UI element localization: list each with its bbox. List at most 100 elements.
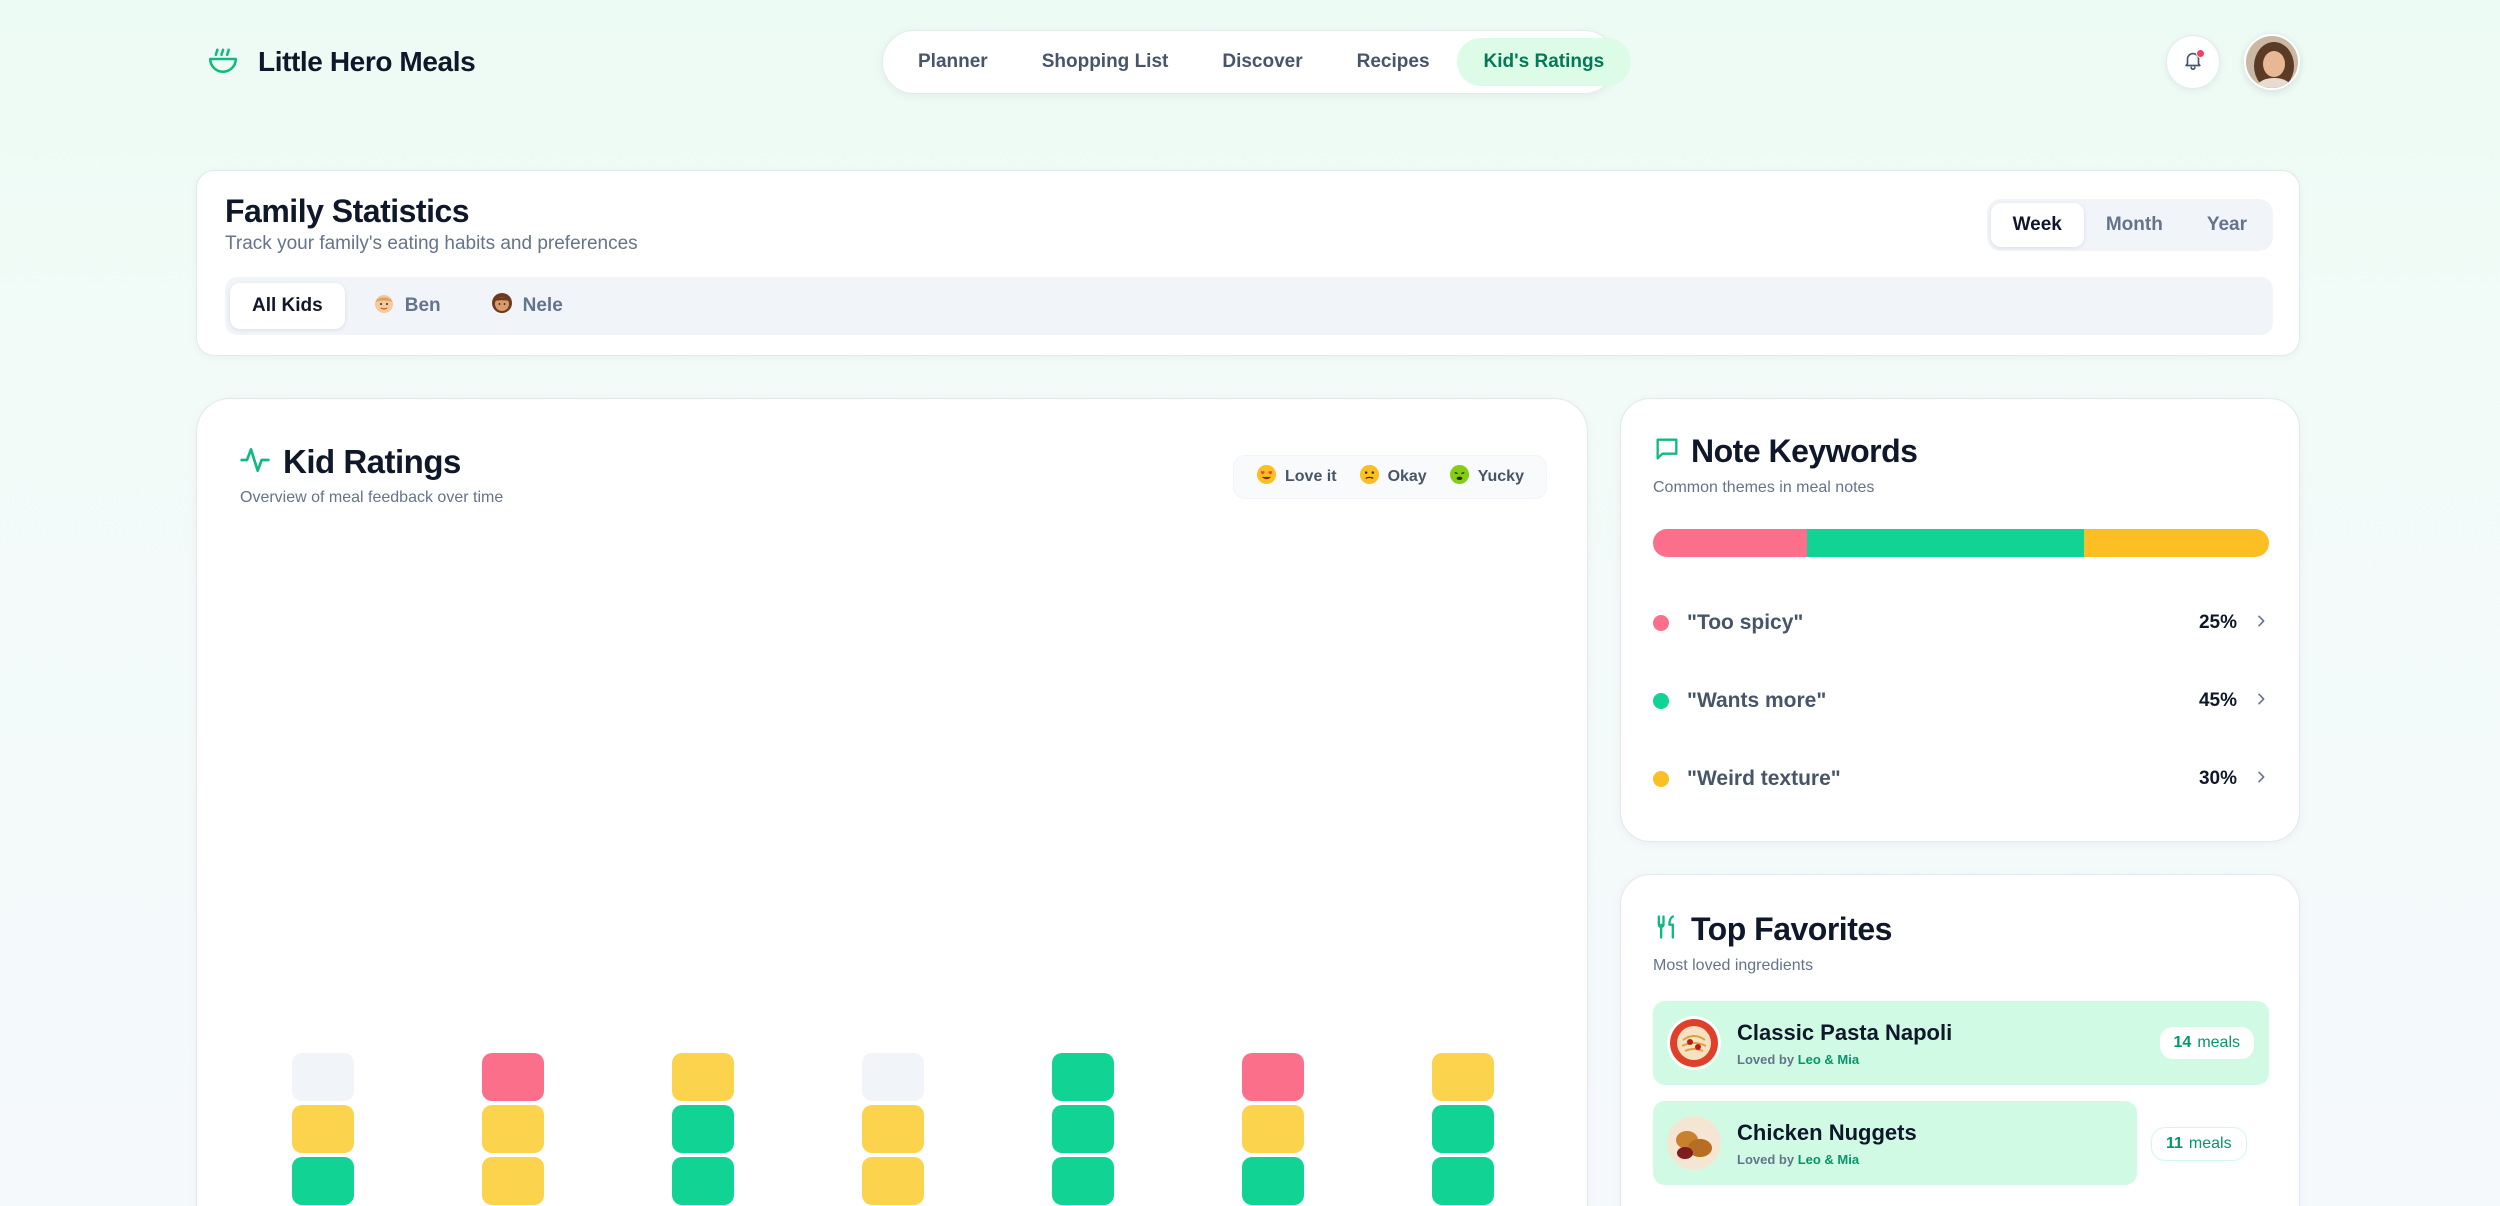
message-square-icon bbox=[1653, 435, 1681, 468]
kid-ratings-subtitle: Overview of meal feedback over time bbox=[240, 489, 504, 506]
legend-yucky: Yucky bbox=[1449, 464, 1524, 490]
keyword-row-weird-texture[interactable]: "Weird texture" 30% bbox=[1653, 759, 2269, 799]
bar-segment-empty[interactable] bbox=[292, 1053, 354, 1101]
favorite-item[interactable]: Chicken Nuggets Loved by Leo & Mia bbox=[1653, 1101, 2137, 1185]
brand[interactable]: Little Hero Meals bbox=[206, 42, 476, 81]
favorite-count-badge: 11 meals bbox=[2151, 1127, 2247, 1161]
keyword-percent: 45% bbox=[2198, 690, 2237, 711]
period-switch: Week Month Year bbox=[1986, 199, 2273, 251]
kid-filter-ben[interactable]: Ben bbox=[351, 283, 463, 329]
kid-filter-all[interactable]: All Kids bbox=[230, 283, 345, 329]
chevron-right-icon bbox=[2253, 691, 2269, 712]
bar-segment-love-it[interactable] bbox=[672, 1105, 734, 1153]
keyword-color-dot bbox=[1653, 693, 1669, 709]
favorite-loved-by: Loved by Leo & Mia bbox=[1737, 1151, 1860, 1167]
neutral-face-icon bbox=[1359, 464, 1380, 490]
bar-segment-empty[interactable] bbox=[862, 1053, 924, 1101]
bar-segment-okay[interactable] bbox=[672, 1053, 734, 1101]
nauseated-face-icon bbox=[1449, 464, 1470, 490]
nav-shopping-list[interactable]: Shopping List bbox=[1041, 51, 1169, 72]
kid-filter: All Kids Ben Nel bbox=[225, 277, 2273, 335]
nav-kids-ratings[interactable]: Kid's Ratings bbox=[1456, 38, 1632, 86]
keyword-label: "Wants more" bbox=[1687, 689, 1827, 712]
page-subtitle: Track your family's eating habits and pr… bbox=[225, 233, 638, 254]
kid-ratings-card: Kid Ratings Overview of meal feedback ov… bbox=[196, 398, 1588, 1206]
girl-face-icon bbox=[491, 292, 513, 320]
unread-dot bbox=[2196, 49, 2205, 58]
bar-segment-love-it[interactable] bbox=[1052, 1157, 1114, 1205]
bar-segment-okay[interactable] bbox=[482, 1105, 544, 1153]
keyword-row-too-spicy[interactable]: "Too spicy" 25% bbox=[1653, 603, 2269, 643]
legend-label: Love it bbox=[1285, 468, 1337, 485]
boy-face-icon bbox=[373, 292, 395, 320]
bar-segment-okay[interactable] bbox=[862, 1105, 924, 1153]
bar-segment-okay[interactable] bbox=[862, 1157, 924, 1205]
keyword-color-dot bbox=[1653, 771, 1669, 787]
nav-discover[interactable]: Discover bbox=[1222, 51, 1303, 72]
keyword-label: "Too spicy" bbox=[1687, 611, 1804, 634]
top-favorites-card: Top Favorites Most loved ingredients Cla… bbox=[1620, 874, 2300, 1206]
bar-segment-okay[interactable] bbox=[1432, 1053, 1494, 1101]
legend-label: Yucky bbox=[1477, 468, 1524, 485]
chevron-right-icon bbox=[2253, 613, 2269, 634]
bar-segment-love-it[interactable] bbox=[292, 1157, 354, 1205]
keyword-label: "Weird texture" bbox=[1687, 767, 1841, 790]
bar-segment-love-it[interactable] bbox=[1052, 1053, 1114, 1101]
kid-filter-label: Ben bbox=[404, 295, 441, 316]
legend-label: Okay bbox=[1387, 468, 1427, 485]
nav-recipes[interactable]: Recipes bbox=[1356, 51, 1430, 72]
nuggets-thumbnail bbox=[1667, 1116, 1721, 1170]
kid-filter-nele[interactable]: Nele bbox=[469, 283, 585, 329]
user-avatar[interactable] bbox=[2244, 34, 2300, 90]
note-keywords-subtitle: Common themes in meal notes bbox=[1653, 479, 1875, 496]
bar-segment-yucky[interactable] bbox=[1242, 1053, 1304, 1101]
bar-segment-okay[interactable] bbox=[292, 1105, 354, 1153]
heart-eyes-face-icon bbox=[1256, 464, 1277, 490]
bar-segment-okay[interactable] bbox=[1242, 1105, 1304, 1153]
keyword-percent: 30% bbox=[2198, 768, 2237, 789]
notifications-button[interactable] bbox=[2166, 35, 2220, 89]
chevron-right-icon bbox=[2253, 769, 2269, 790]
nav-planner[interactable]: Planner bbox=[918, 51, 988, 72]
bar-segment-okay[interactable] bbox=[482, 1157, 544, 1205]
keyword-percent: 25% bbox=[2198, 612, 2237, 633]
period-week[interactable]: Week bbox=[1990, 203, 2084, 247]
kid-ratings-header: Kid Ratings bbox=[239, 443, 461, 481]
bar-segment-love-it[interactable] bbox=[1052, 1105, 1114, 1153]
utensils-icon bbox=[1653, 913, 1681, 946]
bar-segment-love-it[interactable] bbox=[1242, 1157, 1304, 1205]
note-keywords-title: Note Keywords bbox=[1691, 433, 1918, 469]
favorite-item[interactable]: Classic Pasta Napoli Loved by Leo & Mia … bbox=[1653, 1001, 2269, 1085]
legend-love-it: Love it bbox=[1256, 464, 1337, 490]
period-year[interactable]: Year bbox=[2206, 214, 2247, 235]
keyword-color-dot bbox=[1653, 615, 1669, 631]
segment-weird-texture bbox=[2084, 529, 2269, 557]
period-month[interactable]: Month bbox=[2105, 214, 2163, 235]
main-nav: Planner Shopping List Discover Recipes K… bbox=[882, 30, 1632, 94]
activity-icon bbox=[239, 444, 271, 481]
top-favorites-header: Top Favorites bbox=[1653, 911, 1892, 948]
bell-icon bbox=[2182, 49, 2204, 76]
favorite-name: Chicken Nuggets bbox=[1737, 1119, 1917, 1145]
kid-filter-label: All Kids bbox=[252, 295, 323, 316]
favorite-text: Chicken Nuggets Loved by Leo & Mia bbox=[1737, 1120, 2123, 1167]
top-header: Little Hero Meals Planner Shopping List … bbox=[0, 0, 2500, 124]
chart-legend: Love it Okay Yucky bbox=[1233, 455, 1547, 499]
keyword-row-wants-more[interactable]: "Wants more" 45% bbox=[1653, 681, 2269, 721]
segment-wants-more bbox=[1807, 529, 2085, 557]
bar-segment-love-it[interactable] bbox=[1432, 1105, 1494, 1153]
family-statistics-card: Family Statistics Track your family's ea… bbox=[196, 170, 2300, 356]
favorite-text: Classic Pasta Napoli Loved by Leo & Mia bbox=[1737, 1020, 2159, 1067]
bar-segment-love-it[interactable] bbox=[672, 1157, 734, 1205]
bar-segment-love-it[interactable] bbox=[1432, 1157, 1494, 1205]
page-title: Family Statistics bbox=[225, 193, 470, 229]
segment-too-spicy bbox=[1653, 529, 1807, 557]
favorite-name: Classic Pasta Napoli bbox=[1737, 1019, 1953, 1045]
keywords-distribution-bar bbox=[1653, 529, 2269, 557]
favorite-loved-by: Loved by Leo & Mia bbox=[1737, 1051, 1860, 1067]
bar-segment-yucky[interactable] bbox=[482, 1053, 544, 1101]
note-keywords-card: Note Keywords Common themes in meal note… bbox=[1620, 398, 2300, 842]
bowl-icon bbox=[206, 42, 240, 81]
kid-ratings-title: Kid Ratings bbox=[283, 443, 461, 480]
top-favorites-subtitle: Most loved ingredients bbox=[1653, 957, 1814, 974]
